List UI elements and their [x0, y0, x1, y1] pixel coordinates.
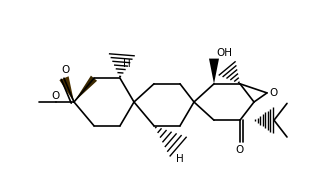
Polygon shape — [74, 76, 97, 102]
Polygon shape — [59, 76, 74, 102]
Polygon shape — [209, 59, 219, 84]
Text: O: O — [52, 91, 60, 101]
Text: OH: OH — [216, 48, 232, 58]
Text: O: O — [62, 65, 70, 75]
Text: H: H — [176, 154, 184, 164]
Text: O: O — [236, 145, 244, 155]
Text: O: O — [270, 88, 278, 98]
Text: H: H — [123, 59, 131, 69]
